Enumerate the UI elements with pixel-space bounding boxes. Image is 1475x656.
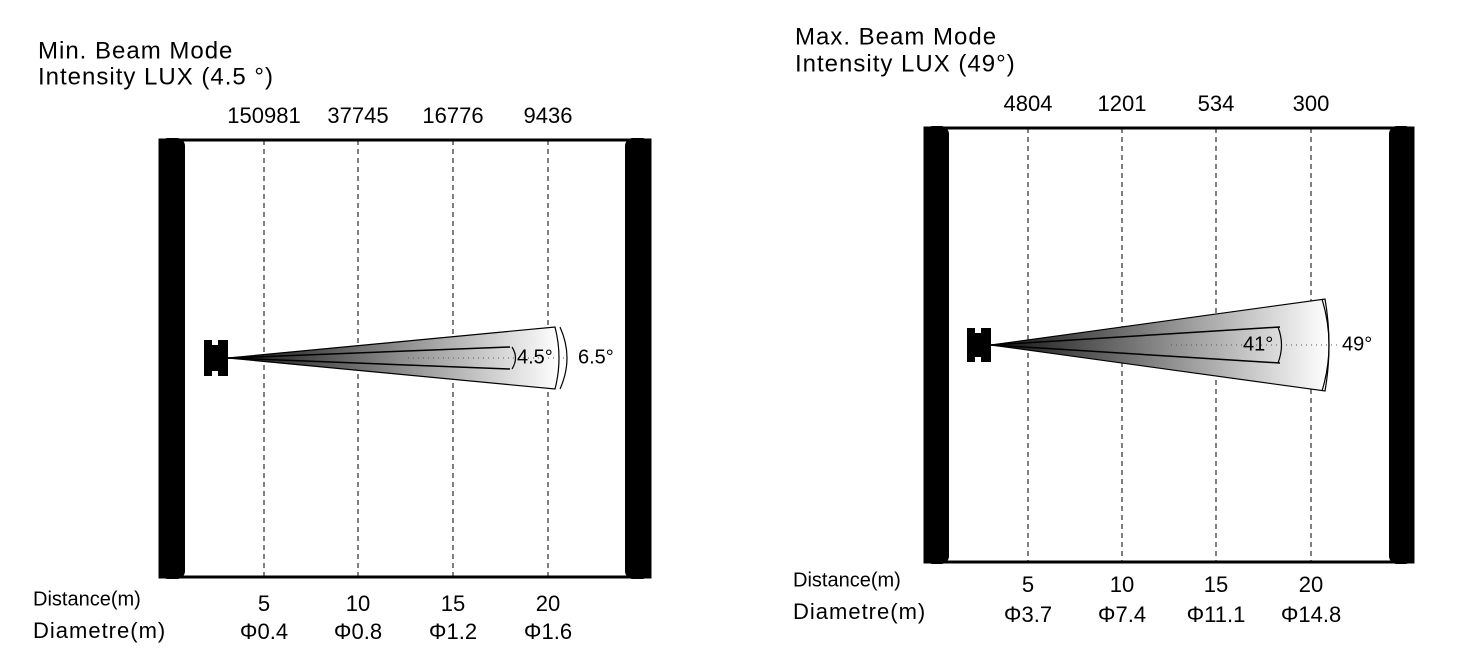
- inner-edge: [990, 344, 1281, 364]
- distance-value: 15: [1204, 572, 1228, 597]
- diameter-value: Φ11.1: [1187, 602, 1246, 627]
- mode-title: Min. Beam Mode: [38, 37, 233, 64]
- side-bar-right: [1389, 126, 1413, 564]
- distance-value: 20: [536, 591, 560, 616]
- fixture: [967, 328, 991, 362]
- diameter-value: Φ14.8: [1281, 602, 1341, 627]
- distance-value: 5: [1022, 572, 1034, 597]
- lux-value: 150981: [227, 103, 300, 128]
- distance-label: Distance(m): [33, 588, 141, 610]
- diameter-label: Diametre(m): [33, 618, 166, 643]
- inner-edge: [227, 357, 511, 370]
- diameter-value: Φ3.7: [1004, 602, 1052, 627]
- inner-angle-label: 41°: [1243, 333, 1273, 355]
- diameter-value: Φ0.8: [334, 619, 382, 644]
- lux-value: 37745: [327, 103, 388, 128]
- distance-value: 15: [441, 591, 465, 616]
- outer-angle-arc: [1321, 298, 1330, 392]
- outer-angle-label: 49°: [1342, 333, 1372, 355]
- inner-angle-label: 4.5°: [517, 346, 553, 368]
- side-bar-left: [160, 138, 185, 579]
- mode-title: Max. Beam Mode: [795, 23, 997, 50]
- distance-value: 10: [1110, 572, 1134, 597]
- diameter-value: Φ7.4: [1098, 602, 1146, 627]
- lux-value: 300: [1293, 91, 1330, 116]
- mode-subtitle: Intensity LUX (4.5 °): [38, 63, 274, 90]
- inner-angle-arc: [1277, 326, 1283, 364]
- beam-cone: [990, 298, 1330, 392]
- distance-value: 10: [346, 591, 370, 616]
- lux-value: 16776: [422, 103, 483, 128]
- distance-value: 5: [258, 591, 270, 616]
- inner-angle-arc: [511, 346, 517, 370]
- diameter-value: Φ1.6: [524, 619, 572, 644]
- diameter-label: Diametre(m): [793, 599, 926, 624]
- diameter-value: Φ0.4: [240, 619, 288, 644]
- lux-value: 9436: [524, 103, 573, 128]
- outer-angle-arc: [559, 326, 568, 390]
- inner-edge: [227, 346, 511, 359]
- inner-edge: [990, 326, 1281, 346]
- beam-cone: [227, 326, 560, 390]
- lux-value: 1201: [1098, 91, 1147, 116]
- fixture: [204, 340, 228, 376]
- distance-label: Distance(m): [793, 569, 901, 591]
- lux-value: 534: [1198, 91, 1235, 116]
- lux-value: 4804: [1004, 91, 1053, 116]
- outer-angle-label: 6.5°: [578, 346, 614, 368]
- diameter-value: Φ1.2: [429, 619, 477, 644]
- side-bar-right: [625, 138, 650, 579]
- side-bar-left: [925, 126, 949, 564]
- distance-value: 20: [1299, 572, 1323, 597]
- mode-subtitle: Intensity LUX (49°): [795, 50, 1016, 77]
